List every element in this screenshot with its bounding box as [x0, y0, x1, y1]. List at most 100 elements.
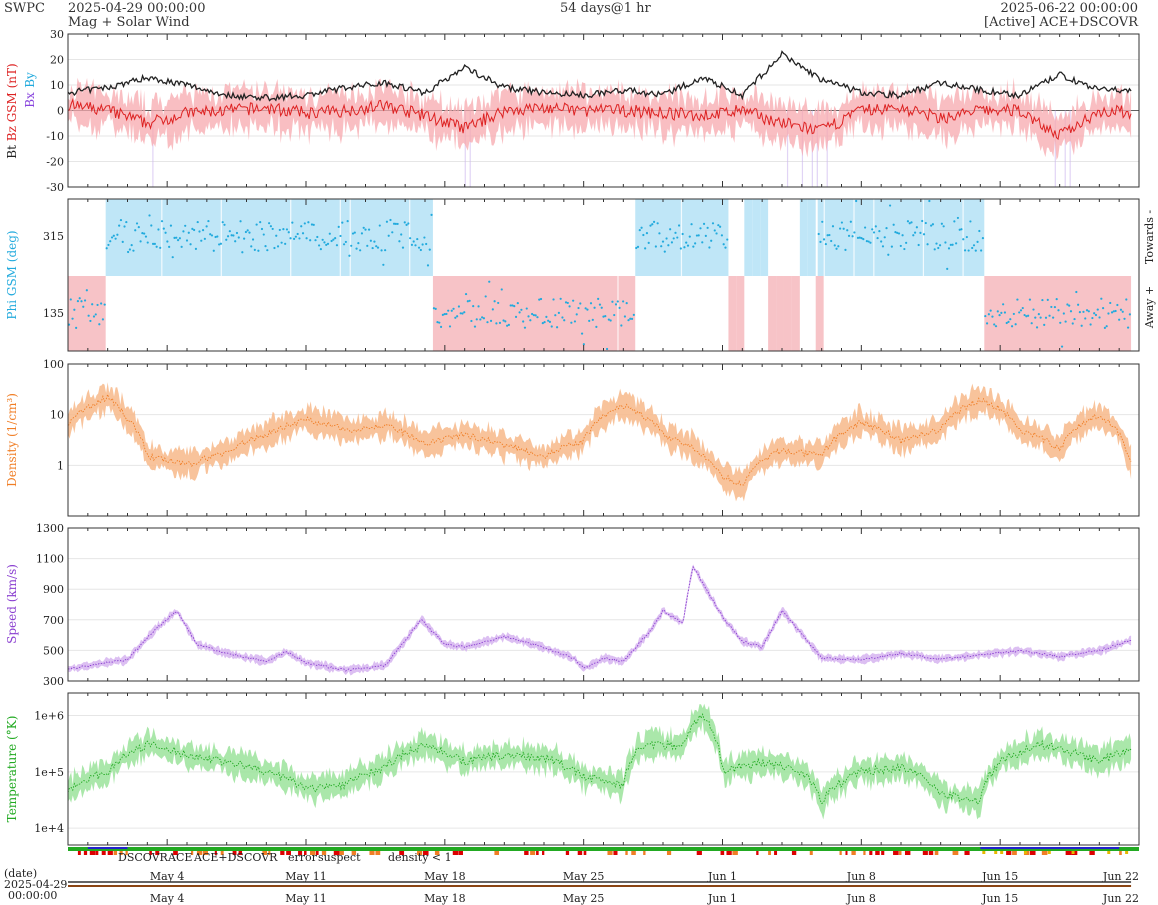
y-tick-label: 30	[50, 28, 64, 41]
phi-point	[548, 320, 552, 323]
phi-point	[301, 232, 305, 235]
bz-south-shade	[1054, 110, 1056, 187]
bz-south-shade	[464, 110, 466, 187]
phi-point	[364, 228, 367, 231]
phi-point	[182, 230, 185, 233]
phi-point	[965, 235, 968, 239]
phi-point	[219, 242, 223, 245]
phi-point	[529, 319, 532, 322]
phi-point	[1103, 326, 1106, 329]
phi-point	[701, 241, 704, 244]
sector-gap	[617, 276, 619, 351]
status-mark	[280, 851, 285, 855]
ylabel-part: Bz GSM (nT)	[5, 63, 19, 145]
phi-point	[575, 313, 578, 316]
phi-point	[110, 236, 114, 239]
y-tick-label: 0	[57, 105, 64, 118]
bx-label: Bx	[23, 92, 37, 108]
phi-point	[303, 222, 306, 225]
phi-point	[840, 221, 843, 224]
status-mark	[149, 851, 152, 855]
status-mark	[952, 851, 959, 855]
phi-point	[392, 222, 396, 225]
phi-point	[375, 245, 378, 248]
phi-point	[316, 235, 319, 239]
phi-point	[171, 256, 174, 259]
phi-point	[118, 224, 121, 227]
phi-point	[264, 245, 267, 248]
status-mark	[369, 851, 375, 855]
status-mark	[1023, 851, 1027, 854]
phi-point	[635, 246, 638, 250]
phi-point	[253, 248, 256, 251]
phi-point	[679, 247, 682, 250]
sector-away	[984, 276, 1132, 351]
phi-point	[187, 231, 190, 234]
phi-point	[853, 231, 856, 234]
phi-point	[214, 235, 217, 239]
phi-point	[91, 303, 94, 306]
phi-point	[536, 316, 539, 319]
phi-point	[235, 231, 239, 235]
phi-point	[394, 222, 397, 225]
status-mark	[1071, 851, 1075, 854]
phi-point	[153, 242, 156, 245]
phi-point	[980, 249, 983, 252]
mag-ylabel: Bt Bz GSM (nT)	[5, 63, 19, 158]
x-tick-label-bottom: May 25	[563, 892, 605, 905]
phi-point	[105, 247, 108, 250]
status-mark	[190, 851, 194, 855]
sector-away	[432, 276, 636, 351]
status-mark	[809, 851, 813, 855]
phi-point	[933, 248, 936, 251]
phi-point	[627, 319, 630, 322]
phi-point	[897, 232, 901, 235]
phi-point	[559, 297, 562, 300]
phi-point	[908, 222, 911, 225]
phi-point	[611, 300, 614, 303]
phi-point	[273, 246, 276, 250]
phi-point	[609, 319, 612, 322]
status-mark	[863, 851, 866, 855]
phi-point	[663, 250, 666, 253]
phi-point	[194, 247, 198, 251]
phi-point	[260, 227, 264, 231]
phi-point	[1125, 298, 1128, 301]
away-label: Away +	[1143, 286, 1156, 329]
sector-away	[68, 276, 106, 351]
phi-point	[545, 315, 548, 319]
status-mark	[666, 851, 672, 855]
phi-point	[271, 227, 274, 231]
phi-point	[842, 227, 845, 230]
phi-point	[605, 347, 609, 351]
phi-point	[447, 309, 450, 312]
phi-point	[269, 225, 272, 228]
phi-point	[561, 316, 564, 319]
phi-point	[223, 223, 226, 226]
phi-point	[468, 299, 471, 302]
phi-point	[266, 249, 269, 252]
phi-point	[514, 315, 518, 319]
phi-point	[114, 237, 117, 240]
status-mark	[196, 851, 203, 855]
by-label: By	[23, 72, 37, 88]
phi-point	[1093, 312, 1096, 315]
phi-point	[293, 237, 296, 240]
phi-point	[396, 222, 399, 226]
phi-point	[109, 240, 112, 243]
phi-point	[826, 234, 829, 237]
phi-point	[134, 229, 137, 232]
phi-point	[398, 240, 401, 243]
phi-point	[833, 244, 836, 247]
phi-point	[384, 249, 387, 252]
phi-point	[1064, 320, 1067, 323]
phi-point	[890, 245, 893, 248]
phi-point	[532, 314, 535, 317]
y-tick-label: 900	[43, 583, 64, 596]
phi-point	[495, 322, 498, 325]
phi-point	[430, 213, 433, 216]
phi-point	[692, 245, 695, 248]
phi-point	[726, 238, 729, 241]
phi-point	[89, 319, 92, 323]
phi-point	[262, 233, 265, 236]
